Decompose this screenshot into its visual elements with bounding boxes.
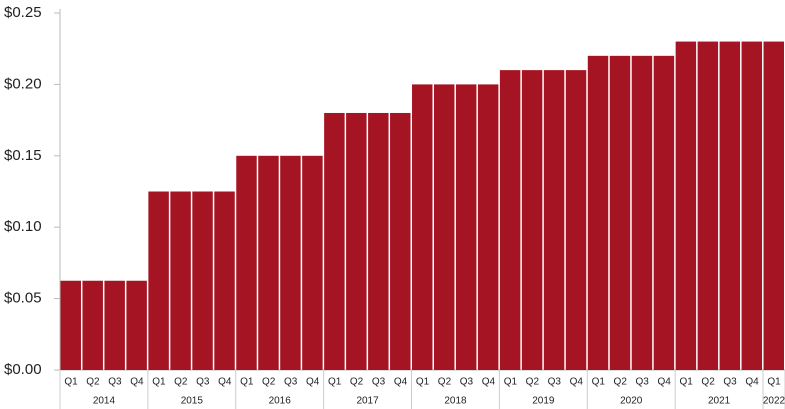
bar <box>477 84 499 371</box>
bar <box>280 155 301 370</box>
bar <box>60 280 81 370</box>
y-tick-label: $0.20 <box>4 75 42 92</box>
bar <box>499 70 521 371</box>
x-tick-label: Q1 <box>592 377 606 388</box>
bar <box>675 41 697 371</box>
x-group-label: 2016 <box>269 396 292 407</box>
x-group-label: 2015 <box>181 396 204 407</box>
x-tick-label: Q1 <box>240 377 254 388</box>
bar <box>412 84 433 371</box>
x-tick-label: Q3 <box>636 377 650 388</box>
x-group-label: 2017 <box>356 396 379 407</box>
x-tick-label: Q3 <box>548 377 562 388</box>
bar <box>258 155 279 370</box>
x-tick-label: Q3 <box>284 377 298 388</box>
x-tick-label: Q4 <box>394 377 408 388</box>
x-tick-label: Q3 <box>460 377 474 388</box>
x-tick-label: Q1 <box>767 377 781 388</box>
bar <box>324 112 345 371</box>
bar <box>390 112 411 371</box>
x-tick-label: Q4 <box>218 377 232 388</box>
bar <box>104 280 125 370</box>
x-tick-label: Q2 <box>438 377 452 388</box>
y-tick-label: $0.15 <box>4 147 42 164</box>
bar <box>521 70 543 371</box>
bar <box>170 191 191 370</box>
x-tick-label: Q4 <box>306 377 320 388</box>
x-tick-label: Q1 <box>152 377 166 388</box>
bar <box>653 55 675 371</box>
bar <box>763 41 784 371</box>
x-tick-label: Q4 <box>570 377 584 388</box>
bar <box>565 70 587 371</box>
bar <box>236 155 257 370</box>
y-tick-label: $0.00 <box>4 361 42 378</box>
bar <box>631 55 653 371</box>
x-tick-label: Q2 <box>614 377 628 388</box>
x-tick-label: Q4 <box>745 377 759 388</box>
bar <box>741 41 763 371</box>
x-tick-label: Q2 <box>262 377 276 388</box>
x-tick-label: Q2 <box>701 377 715 388</box>
bar <box>302 155 323 370</box>
x-tick-label: Q2 <box>174 377 188 388</box>
y-tick-label: $0.05 <box>4 290 42 307</box>
x-tick-label: Q2 <box>86 377 100 388</box>
y-tick-label: $0.25 <box>4 4 42 21</box>
x-tick-label: Q4 <box>482 377 496 388</box>
bar <box>126 280 147 370</box>
x-tick-label: Q1 <box>504 377 518 388</box>
x-group-label: 2022 <box>763 396 785 407</box>
bar <box>455 84 477 371</box>
bar <box>587 55 609 371</box>
bar <box>368 112 389 371</box>
x-tick-label: Q4 <box>657 377 671 388</box>
x-group-label: 2021 <box>708 396 731 407</box>
bar <box>433 84 455 371</box>
x-tick-label: Q3 <box>196 377 210 388</box>
bar <box>543 70 565 371</box>
bar <box>82 280 103 370</box>
x-tick-label: Q1 <box>416 377 430 388</box>
x-tick-label: Q3 <box>723 377 737 388</box>
bar <box>346 112 367 371</box>
bar <box>697 41 719 371</box>
x-tick-label: Q2 <box>526 377 540 388</box>
bar <box>609 55 631 371</box>
bar <box>719 41 741 371</box>
x-tick-label: Q1 <box>64 377 78 388</box>
x-group-label: 2018 <box>444 396 467 407</box>
x-tick-label: Q2 <box>350 377 364 388</box>
bar <box>148 191 169 370</box>
x-tick-label: Q1 <box>679 377 693 388</box>
x-tick-label: Q4 <box>130 377 144 388</box>
y-tick-label: $0.10 <box>4 218 42 235</box>
x-group-label: 2014 <box>93 396 116 407</box>
x-group-label: 2019 <box>532 396 555 407</box>
x-tick-label: Q1 <box>328 377 342 388</box>
x-tick-label: Q3 <box>372 377 386 388</box>
bar <box>214 191 235 370</box>
bar <box>192 191 213 370</box>
x-tick-label: Q3 <box>108 377 122 388</box>
x-group-label: 2020 <box>620 396 643 407</box>
